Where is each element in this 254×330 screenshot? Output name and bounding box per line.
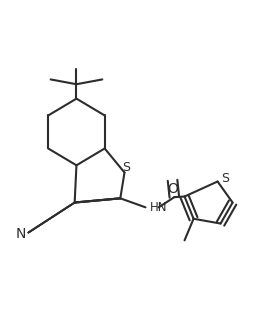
Text: N: N bbox=[16, 227, 26, 241]
Text: S: S bbox=[220, 172, 228, 185]
Text: O: O bbox=[166, 182, 177, 196]
Text: HN: HN bbox=[150, 201, 167, 214]
Text: S: S bbox=[121, 161, 129, 174]
